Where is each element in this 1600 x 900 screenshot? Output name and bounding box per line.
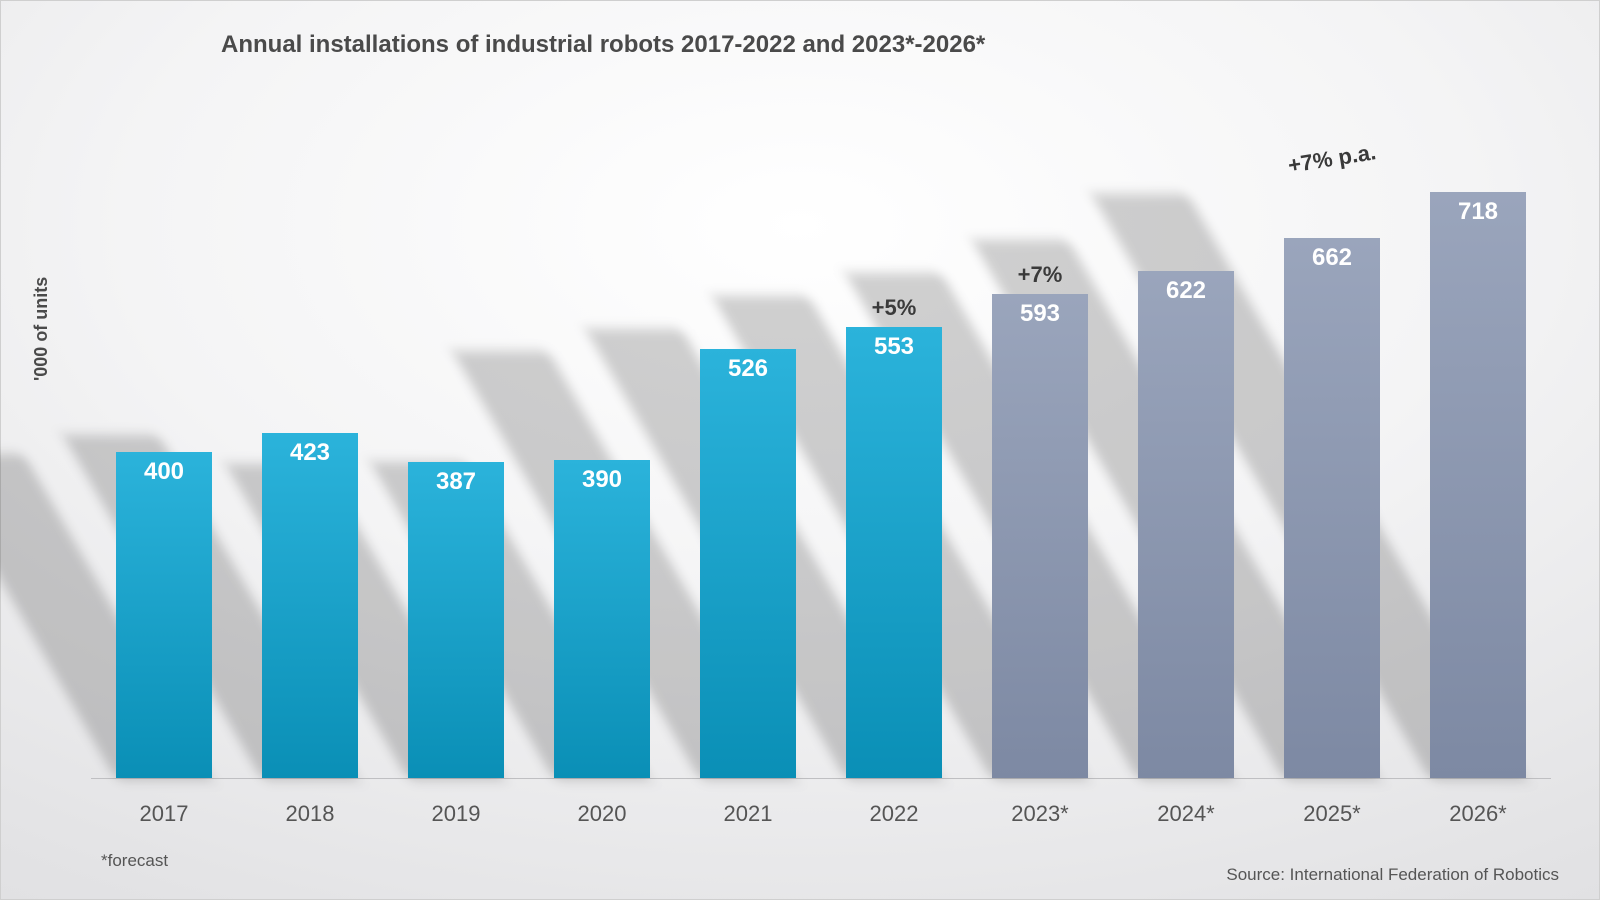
- bar-actual: 387: [408, 462, 504, 778]
- bar-actual: 526: [700, 349, 796, 778]
- growth-annotation: +7% p.a.: [1248, 133, 1416, 185]
- bar-value-label: 526: [700, 355, 796, 383]
- bar-face: [262, 433, 358, 778]
- bar-value-label: 400: [116, 458, 212, 486]
- bar-slot: 718: [1405, 192, 1551, 778]
- bar-face: [116, 452, 212, 778]
- x-axis-label: 2025*: [1259, 801, 1405, 827]
- bar-face: [846, 327, 942, 778]
- bar-value-label: 593: [992, 300, 1088, 328]
- bar-actual: 390: [554, 460, 650, 778]
- bar-actual: 553: [846, 327, 942, 778]
- bar-value-label: 718: [1430, 198, 1526, 226]
- bar-value-label: 553: [846, 333, 942, 361]
- growth-pct-label: +7%: [967, 262, 1113, 288]
- bar-actual: 423: [262, 433, 358, 778]
- bar-forecast: 718: [1430, 192, 1526, 778]
- growth-pct-label: +5%: [821, 295, 967, 321]
- footnote-forecast: *forecast: [101, 851, 168, 871]
- bar-actual: 400: [116, 452, 212, 778]
- bar-face: [700, 349, 796, 778]
- bar-forecast: 593: [992, 294, 1088, 778]
- bar-value-label: 390: [554, 466, 650, 494]
- plot-area: 400423387390526553+5%593+7%622662718+7% …: [91, 158, 1551, 779]
- chart-frame: Annual installations of industrial robot…: [0, 0, 1600, 900]
- bar-face: [1430, 192, 1526, 778]
- bar-face: [408, 462, 504, 778]
- x-axis-label: 2026*: [1405, 801, 1551, 827]
- x-axis-label: 2020: [529, 801, 675, 827]
- bar-forecast: 662: [1284, 238, 1380, 778]
- source-attribution: Source: International Federation of Robo…: [1226, 865, 1559, 885]
- chart-title: Annual installations of industrial robot…: [221, 31, 985, 59]
- x-axis-label: 2017: [91, 801, 237, 827]
- bar-value-label: 662: [1284, 244, 1380, 272]
- x-axis-label: 2023*: [967, 801, 1113, 827]
- x-axis-label: 2018: [237, 801, 383, 827]
- bar-value-label: 387: [408, 468, 504, 496]
- bar-face: [1138, 271, 1234, 778]
- x-axis-label: 2021: [675, 801, 821, 827]
- y-axis-label: '000 of units: [31, 277, 52, 381]
- x-axis-label: 2022: [821, 801, 967, 827]
- bar-face: [1284, 238, 1380, 778]
- bar-forecast: 622: [1138, 271, 1234, 778]
- bar-face: [992, 294, 1088, 778]
- x-axis-labels: 2017201820192020202120222023*2024*2025*2…: [91, 789, 1551, 839]
- x-axis-label: 2024*: [1113, 801, 1259, 827]
- bar-value-label: 423: [262, 439, 358, 467]
- bar-face: [554, 460, 650, 778]
- x-axis-label: 2019: [383, 801, 529, 827]
- bar-value-label: 622: [1138, 277, 1234, 305]
